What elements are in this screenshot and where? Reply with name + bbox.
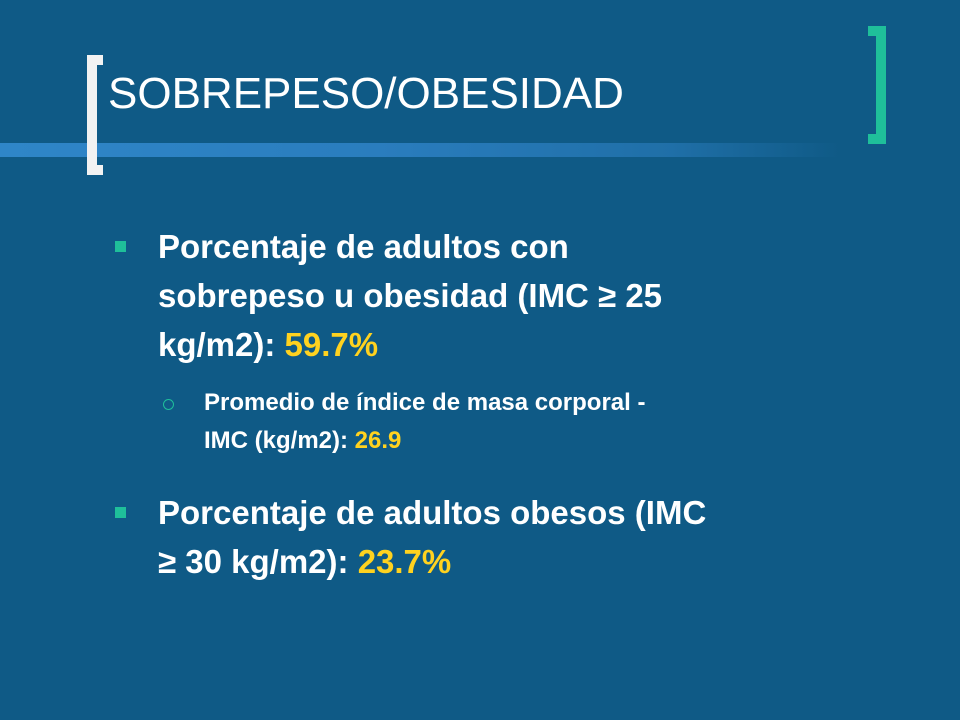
title-underline: [0, 143, 840, 157]
bullet-text-line: Porcentaje de adultos obesos (IMC: [158, 494, 707, 531]
square-bullet-icon: [115, 507, 126, 518]
left-bracket-decoration: [87, 55, 103, 175]
bullet-overweight-obesity: Porcentaje de adultos con sobrepeso u ob…: [115, 222, 858, 369]
bullet-text-line: Porcentaje de adultos con: [158, 228, 569, 265]
right-bracket-decoration: [868, 26, 886, 144]
bullet-text-line: Promedio de índice de masa corporal -: [204, 389, 646, 416]
bullet-text-line: IMC (kg/m2):: [204, 427, 355, 454]
overweight-obesity-value: 59.7%: [284, 326, 379, 363]
slide-title: SOBREPESO/OBESIDAD: [108, 69, 624, 118]
bullet-obesity: Porcentaje de adultos obesos (IMC ≥ 30 k…: [115, 488, 878, 586]
circle-bullet-icon: [163, 399, 174, 410]
bullet-text-line: sobrepeso u obesidad (IMC ≥ 25: [158, 277, 663, 314]
sub-bullet-average-bmi: Promedio de índice de masa corporal - IM…: [163, 384, 904, 460]
average-bmi-value: 26.9: [354, 427, 402, 454]
bullet-text-line: ≥ 30 kg/m2):: [158, 543, 358, 580]
square-bullet-icon: [115, 241, 126, 252]
obesity-value: 23.7%: [357, 543, 452, 580]
bullet-text-line: kg/m2):: [158, 326, 285, 363]
